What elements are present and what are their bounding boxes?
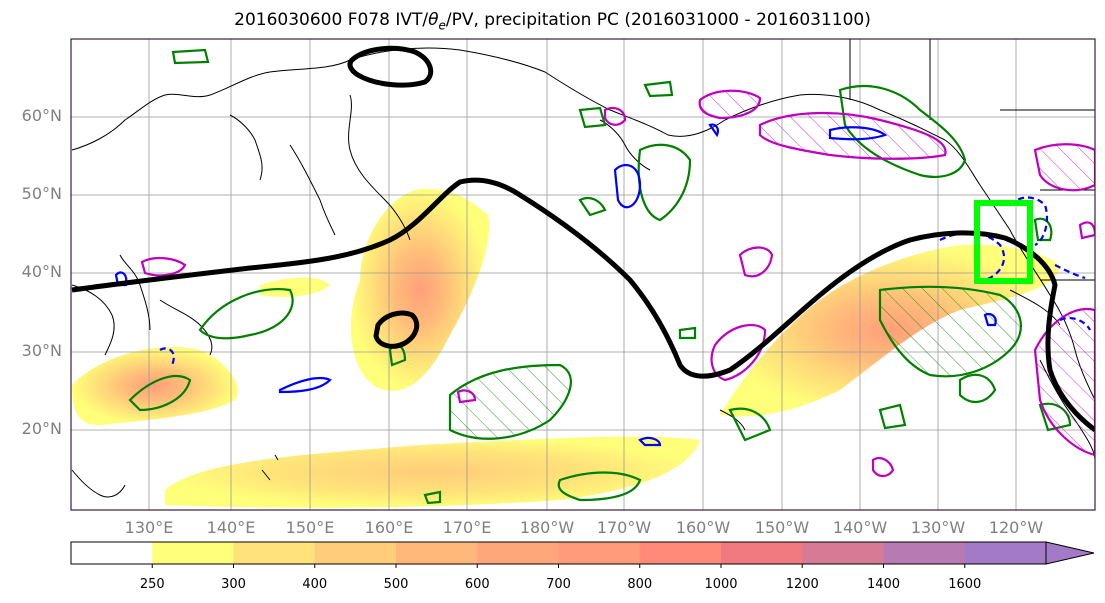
- focus-box: [974, 200, 1033, 284]
- colorbar-tick-label: 300: [221, 577, 246, 592]
- lat-label-40n: 40°N: [21, 262, 62, 281]
- colorbar-cell: [314, 542, 397, 564]
- colorbar-tick-label: 1400: [866, 577, 901, 592]
- lon-label-170w: 170°W: [596, 518, 652, 537]
- lon-label-140w: 140°W: [832, 518, 888, 537]
- lon-label-160w: 160°W: [675, 518, 731, 537]
- colorbar-cell: [802, 542, 884, 564]
- lat-label-30n: 30°N: [21, 341, 62, 360]
- colorbar-cell: [477, 542, 559, 564]
- colorbar-cell: [152, 542, 234, 564]
- colorbar-cell: [558, 542, 641, 564]
- lon-label-120w: 120°W: [988, 518, 1044, 537]
- colorbar-cells: [71, 542, 1047, 564]
- map-area: [71, 39, 1095, 510]
- colorbar-tick-label: 800: [627, 577, 653, 592]
- lat-label-60n: 60°N: [21, 106, 62, 125]
- lon-label-170e: 170°E: [442, 518, 492, 537]
- lon-label-130w: 130°W: [910, 518, 966, 537]
- colorbar-tick-label: 700: [546, 577, 571, 592]
- gridlines: [71, 39, 1095, 510]
- colorbar-cell: [883, 542, 966, 564]
- map-title: 2016030600 F078 IVT/θe/PV, precipitation…: [234, 10, 871, 33]
- lat-label-20n: 20°N: [21, 419, 62, 438]
- colorbar-cell: [721, 542, 803, 564]
- lon-label-130e: 130°E: [124, 518, 174, 537]
- colorbar-tick-label: 250: [139, 577, 165, 592]
- colorbar-tick-label: 1000: [704, 577, 738, 592]
- colorbar-extend-arrow: [1045, 541, 1095, 565]
- colorbar-ticks: [151, 564, 966, 568]
- lon-label-160e: 160°E: [364, 518, 414, 537]
- lat-label-50n: 50°N: [21, 184, 62, 203]
- colorbar-cell: [71, 542, 153, 564]
- colorbar-tick-label: 1600: [948, 577, 982, 592]
- colorbar-tick-label: 600: [464, 577, 490, 592]
- lon-label-150e: 150°E: [285, 518, 335, 537]
- colorbar-cell: [233, 542, 316, 564]
- lon-label-150w: 150°W: [754, 518, 810, 537]
- colorbar-tick-label: 1200: [785, 577, 819, 592]
- colorbar-cell: [396, 542, 478, 564]
- pv-contours: [128, 48, 1072, 505]
- colorbar: [70, 541, 1095, 568]
- colorbar-tick-label: 400: [302, 577, 328, 592]
- colorbar-cell: [639, 542, 722, 564]
- ivt-contours: [71, 45, 1095, 432]
- map-border: [70, 38, 1096, 511]
- colorbar-tick-label: 500: [383, 577, 409, 592]
- colorbar-cell: [964, 542, 1047, 564]
- lon-label-140e: 140°E: [206, 518, 256, 537]
- lon-label-180w: 180°W: [519, 518, 575, 537]
